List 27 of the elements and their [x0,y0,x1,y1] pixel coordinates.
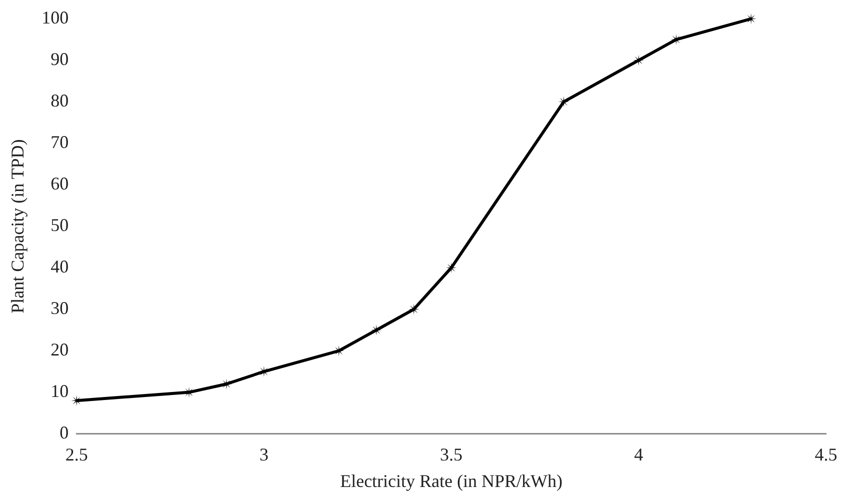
point [670,34,682,46]
y-tick-label: 90 [50,49,69,70]
point [446,262,457,274]
y-tick-label: 60 [50,174,69,194]
x-tick-label: 2.5 [65,444,88,464]
x-tick-label: 3 [259,444,268,464]
point [258,366,270,378]
point [333,345,344,356]
y-tick-label: 80 [50,90,69,111]
y-tick-label: 40 [50,256,69,277]
y-tick-label: 100 [42,8,69,28]
point [746,13,757,24]
point [633,54,644,66]
point [558,96,570,108]
x-tick-label: 3.5 [440,444,463,464]
x-tick-label: 4.5 [814,444,838,464]
y-tick-label: 50 [50,215,69,236]
y-tick-label: 20 [50,340,69,360]
y-tick-label: 0 [60,422,69,443]
point [370,324,382,336]
y-tick-label: 30 [50,298,69,318]
point [408,304,420,315]
x-axis-title: Electricity Rate (in NPR/kWh) [340,470,563,491]
y-axis-title: Plant Capacity (in TPD) [8,139,28,314]
x-tick-label: 4 [634,444,644,464]
y-tick-label: 70 [50,132,69,152]
y-tick-label: 10 [50,381,69,402]
